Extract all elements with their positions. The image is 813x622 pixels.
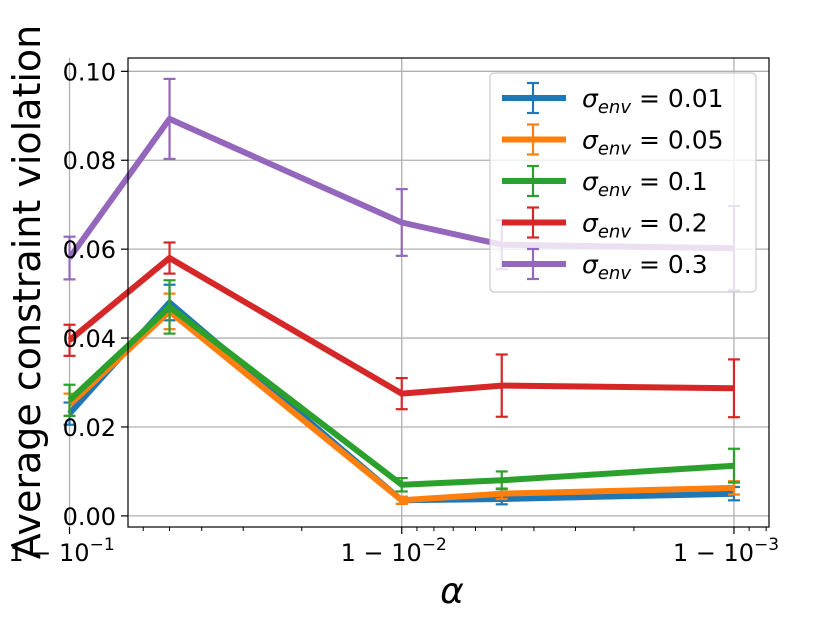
legend-item: σenv = 0.3 <box>502 247 708 284</box>
legend-label: σenv = 0.2 <box>582 209 708 243</box>
x-minor-ticks <box>142 527 767 531</box>
y-tick-label: 0.10 <box>63 58 116 86</box>
error-bar <box>395 495 408 505</box>
error-bar <box>395 376 408 411</box>
series-3 <box>63 241 740 419</box>
series-2 <box>63 279 740 493</box>
legend-item: σenv = 0.1 <box>502 164 708 201</box>
y-tick-label: 0.08 <box>63 147 116 175</box>
x-tick-label: 1 − 10−3 <box>673 535 779 567</box>
error-bar <box>63 383 76 417</box>
legend: σenv = 0.01 σenv = 0.05 σenv = 0.1 σenv = 0… <box>489 72 757 293</box>
x-tick-label: 1 − 10−2 <box>341 535 447 567</box>
legend-item: σenv = 0.2 <box>502 206 708 243</box>
legend-label: σenv = 0.05 <box>582 126 724 160</box>
legend-label: σenv = 0.1 <box>582 167 708 201</box>
error-bar <box>163 279 176 335</box>
y-tick-label: 0.06 <box>63 236 116 264</box>
error-bar <box>163 241 176 275</box>
error-bar <box>727 358 740 419</box>
x-tick-label: 1 − 10−1 <box>8 535 114 567</box>
x-axis-label: α <box>440 571 464 612</box>
error-bar <box>495 353 508 418</box>
y-tick-label: 0.04 <box>63 325 116 353</box>
error-bar <box>63 235 76 281</box>
y-ticks: 0.00 0.02 0.04 0.06 0.08 0.10 <box>63 58 128 531</box>
x-ticks: 1 − 10−1 1 − 10−2 1 − 10−3 <box>8 527 779 567</box>
y-axis-label: Average constraint violation <box>5 25 49 560</box>
legend-label: σenv = 0.3 <box>582 250 708 284</box>
error-bar <box>63 323 76 357</box>
error-bar <box>163 77 176 161</box>
legend-box <box>489 72 757 293</box>
error-bar <box>395 476 408 493</box>
error-bar <box>495 470 508 491</box>
legend-item: σenv = 0.01 <box>502 81 724 118</box>
legend-item: σenv = 0.05 <box>502 123 724 160</box>
y-tick-label: 0.00 <box>63 503 116 531</box>
legend-label: σenv = 0.01 <box>582 84 724 118</box>
error-bar <box>395 188 408 257</box>
y-tick-label: 0.02 <box>63 414 116 442</box>
error-bar <box>727 447 740 484</box>
plot-frame <box>127 57 770 528</box>
